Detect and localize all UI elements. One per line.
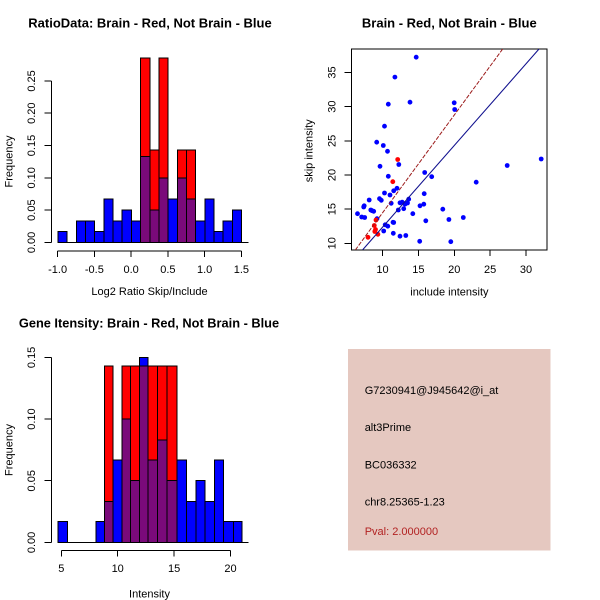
svg-text:15: 15 bbox=[327, 203, 339, 215]
svg-text:0.25: 0.25 bbox=[26, 70, 38, 91]
svg-text:0.0: 0.0 bbox=[123, 264, 138, 276]
svg-text:30: 30 bbox=[327, 101, 339, 113]
svg-text:G7230941@J945642@i_at: G7230941@J945642@i_at bbox=[365, 385, 499, 397]
svg-text:20: 20 bbox=[448, 264, 460, 276]
svg-text:-0.5: -0.5 bbox=[85, 264, 104, 276]
svg-text:skip intensity: skip intensity bbox=[304, 119, 316, 182]
svg-text:Brain - Red, Not Brain - Blue: Brain - Red, Not Brain - Blue bbox=[362, 16, 537, 31]
svg-text:0.15: 0.15 bbox=[26, 135, 38, 156]
svg-text:Frequency: Frequency bbox=[4, 135, 16, 187]
svg-text:0.00: 0.00 bbox=[26, 232, 38, 253]
svg-text:1.5: 1.5 bbox=[234, 264, 249, 276]
svg-text:25: 25 bbox=[327, 135, 339, 147]
svg-text:0.20: 0.20 bbox=[26, 102, 38, 123]
svg-text:30: 30 bbox=[520, 264, 532, 276]
svg-text:0.05: 0.05 bbox=[26, 199, 38, 220]
svg-text:chr8.25365-1.23: chr8.25365-1.23 bbox=[365, 496, 445, 508]
svg-text:0.10: 0.10 bbox=[26, 408, 38, 429]
svg-text:BC036332: BC036332 bbox=[365, 460, 417, 472]
svg-text:10: 10 bbox=[112, 563, 124, 575]
svg-text:0.15: 0.15 bbox=[26, 347, 38, 368]
svg-text:35: 35 bbox=[327, 66, 339, 78]
svg-text:Intensity: Intensity bbox=[129, 589, 170, 600]
svg-text:20: 20 bbox=[224, 563, 236, 575]
svg-text:25: 25 bbox=[484, 264, 496, 276]
svg-text:0.05: 0.05 bbox=[26, 470, 38, 491]
svg-text:20: 20 bbox=[327, 169, 339, 181]
svg-text:-1.0: -1.0 bbox=[48, 264, 67, 276]
svg-text:0.10: 0.10 bbox=[26, 167, 38, 188]
svg-text:1.0: 1.0 bbox=[197, 264, 212, 276]
svg-text:10: 10 bbox=[376, 264, 388, 276]
svg-text:Frequency: Frequency bbox=[4, 424, 16, 476]
svg-text:5: 5 bbox=[58, 563, 64, 575]
svg-text:15: 15 bbox=[412, 264, 424, 276]
svg-text:Log2 Ratio Skip/Include: Log2 Ratio Skip/Include bbox=[91, 286, 207, 298]
svg-text:10: 10 bbox=[327, 237, 339, 249]
svg-text:0.5: 0.5 bbox=[160, 264, 175, 276]
svg-text:include intensity: include intensity bbox=[410, 286, 489, 298]
svg-text:0.00: 0.00 bbox=[26, 532, 38, 553]
svg-text:alt3Prime: alt3Prime bbox=[365, 422, 411, 434]
svg-text:RatioData: Brain - Red, Not Br: RatioData: Brain - Red, Not Brain - Blue bbox=[28, 16, 271, 31]
svg-text:15: 15 bbox=[168, 563, 180, 575]
svg-text:Pval: 2.000000: Pval: 2.000000 bbox=[365, 526, 438, 538]
svg-text:Gene Itensity: Brain - Red, No: Gene Itensity: Brain - Red, Not Brain - … bbox=[19, 316, 279, 331]
